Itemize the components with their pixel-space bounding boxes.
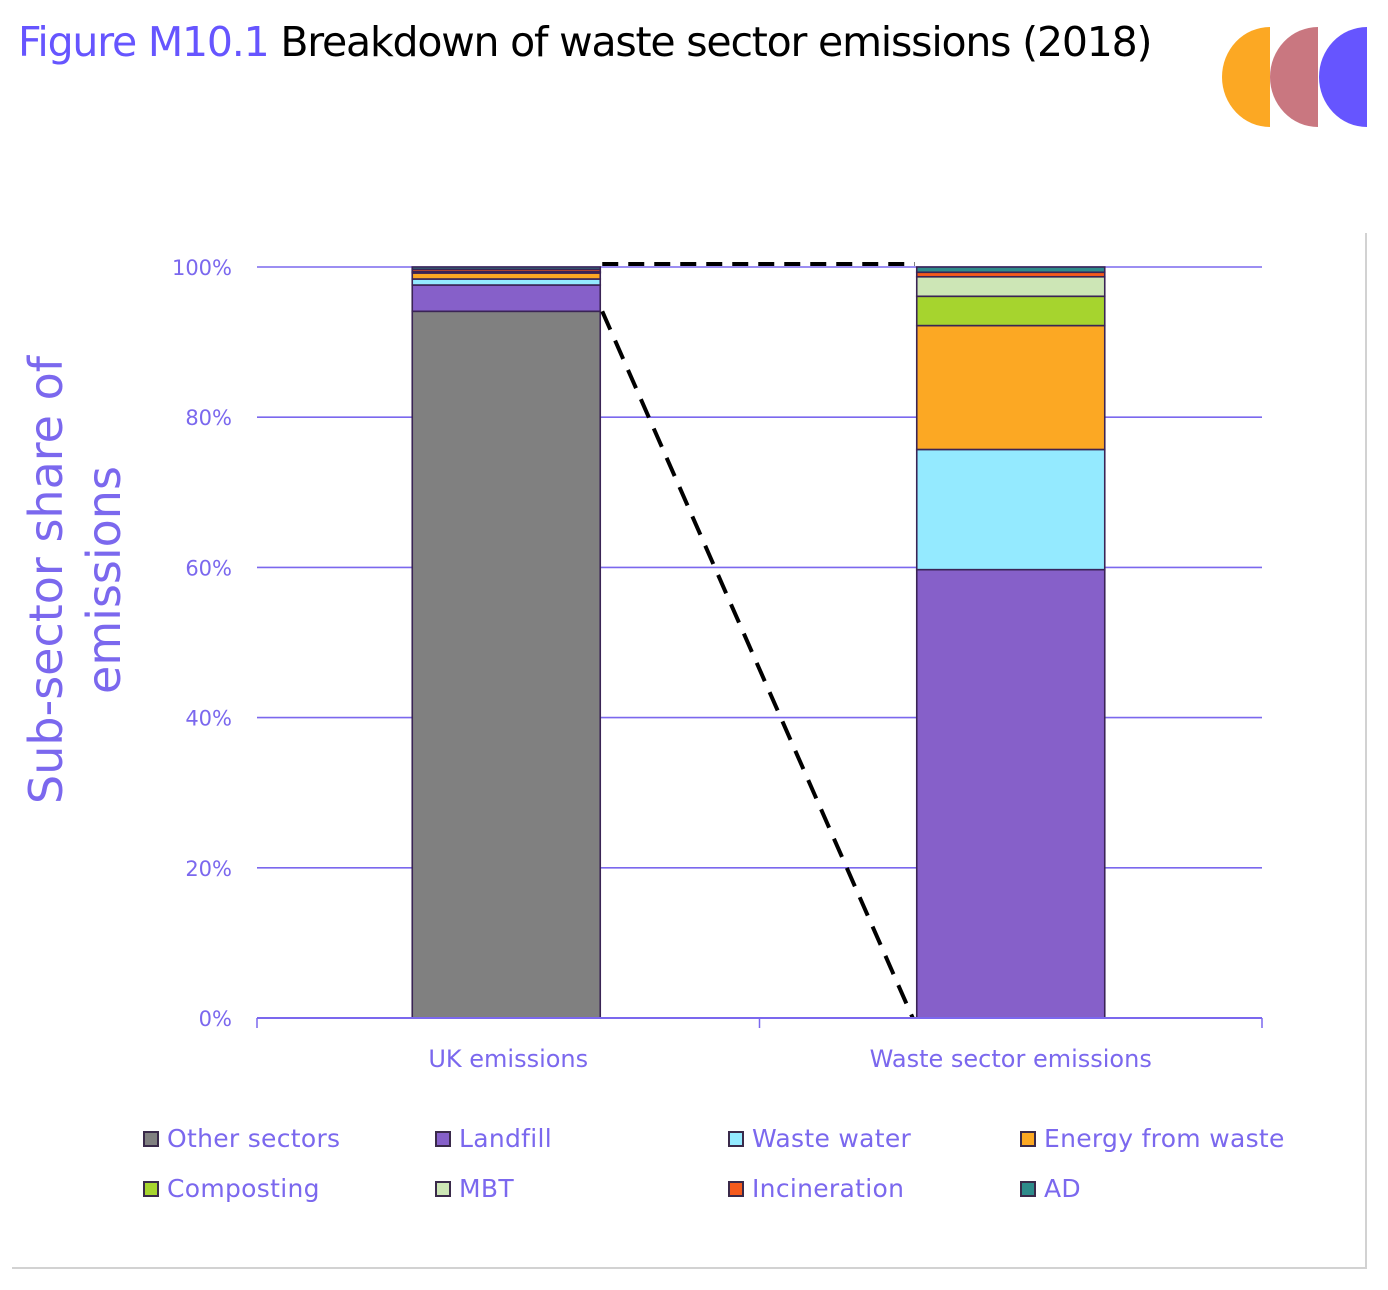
legend-item: AD — [1020, 1174, 1081, 1203]
legend-label: AD — [1044, 1174, 1081, 1203]
three-semicircles-logo-icon — [1222, 27, 1367, 127]
legend-item: Other sectors — [143, 1124, 340, 1153]
bar-segment-ad — [915, 266, 1106, 274]
figure-label: Figure M10.1 — [18, 18, 270, 66]
bar-segment-waste-water — [411, 278, 602, 286]
x-axis: UK emissions Waste sector emissions — [256, 1017, 1263, 1073]
logo-orange-semicircle — [1222, 27, 1270, 127]
logo-purple-semicircle — [1319, 27, 1367, 127]
figure-title: Figure M10.1 Breakdown of waste sector e… — [18, 22, 1218, 63]
bar-segment-energy-from-waste — [411, 272, 602, 280]
bar-segment-mbt — [915, 275, 1106, 298]
x-tick-label: Waste sector emissions — [870, 1045, 1152, 1073]
gridlines — [257, 266, 1262, 869]
legend-swatch — [728, 1180, 744, 1197]
bar-stack — [915, 266, 1106, 1019]
legend-swatch — [1020, 1130, 1036, 1147]
legend-label: Incineration — [752, 1174, 905, 1203]
legend-swatch — [143, 1180, 159, 1197]
y-tick-label: 100% — [172, 256, 232, 280]
legend-swatch — [728, 1130, 744, 1147]
chart-frame — [12, 233, 1367, 1269]
legend-swatch — [435, 1180, 451, 1197]
bar-stack — [411, 266, 602, 1019]
legend-item: MBT — [435, 1174, 514, 1203]
bar-segment-landfill — [915, 568, 1106, 1019]
legend-label: Waste water — [752, 1124, 912, 1153]
y-axis-ticks: 0% 20% 40% 60% 80% 100% — [172, 256, 232, 1031]
y-axis-label-line: emissions — [77, 466, 131, 694]
legend-label: Other sectors — [167, 1124, 341, 1153]
y-tick-label: 0% — [199, 1007, 232, 1031]
legend-swatch — [143, 1130, 159, 1147]
legend: Other sectors Landfill Waste water Energy f… — [143, 1124, 1343, 1214]
legend-label: Landfill — [459, 1124, 553, 1153]
legend-item: Composting — [143, 1174, 320, 1203]
bars — [411, 266, 1106, 1019]
x-tick-label: UK emissions — [428, 1045, 588, 1073]
legend-item: Incineration — [728, 1174, 904, 1203]
bar-segment-composting — [915, 295, 1106, 327]
y-tick-label: 60% — [185, 556, 232, 580]
bar-segment-other-sectors — [411, 310, 602, 1019]
dashed-connector-diagonal — [600, 310, 915, 1019]
y-tick-label: 40% — [185, 707, 232, 731]
legend-swatch — [1020, 1180, 1036, 1197]
legend-swatch — [435, 1130, 451, 1147]
legend-label: Energy from waste — [1044, 1124, 1285, 1153]
bar-segment-ad — [411, 266, 602, 271]
legend-item: Waste water — [728, 1124, 911, 1153]
legend-label: MBT — [459, 1174, 514, 1203]
legend-item: Energy from waste — [1020, 1124, 1285, 1153]
logo-rose-semicircle — [1270, 27, 1318, 127]
y-axis-label-line: Sub-sector share of — [19, 354, 73, 804]
bar-segment-landfill — [411, 284, 602, 313]
legend-item: Landfill — [435, 1124, 552, 1153]
dashed-connectors — [600, 262, 915, 1019]
y-tick-label: 80% — [185, 406, 232, 430]
y-tick-label: 20% — [185, 857, 232, 881]
bar-segment-energy-from-waste — [915, 324, 1106, 451]
bar-segment-waste-water — [915, 448, 1106, 571]
figure-title-text: Breakdown of waste sector emissions (201… — [280, 18, 1152, 66]
legend-label: Composting — [167, 1174, 320, 1203]
y-axis-label: Sub-sector share ofemissions — [19, 354, 131, 804]
